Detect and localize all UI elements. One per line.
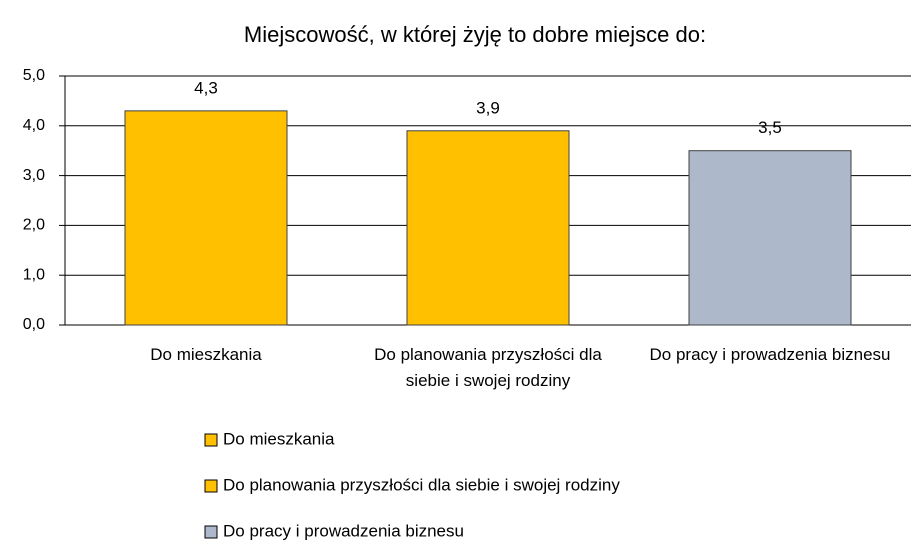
bar bbox=[406, 130, 570, 326]
y-tick-label: 4,0 bbox=[23, 117, 45, 134]
data-label: 3,5 bbox=[758, 118, 782, 137]
y-tick-label: 1,0 bbox=[23, 266, 45, 283]
y-tick-label: 0,0 bbox=[23, 316, 45, 333]
legend-swatch bbox=[204, 525, 218, 539]
bar bbox=[124, 110, 288, 326]
data-label: 3,9 bbox=[476, 98, 500, 117]
legend-label: Do planowania przyszłości dla siebie i s… bbox=[223, 475, 620, 494]
legend-swatch bbox=[204, 479, 218, 493]
x-tick-label: Do mieszkania bbox=[150, 345, 262, 364]
legend-swatch bbox=[204, 433, 218, 447]
y-tick-label: 5,0 bbox=[23, 67, 45, 84]
x-tick-label: Do planowania przyszłości dla siebie i s… bbox=[374, 345, 602, 390]
chart-title: Miejscowość, w której żyję to dobre miej… bbox=[244, 22, 706, 47]
legend-label: Do mieszkania bbox=[223, 429, 335, 448]
y-tick-label: 3,0 bbox=[23, 167, 45, 184]
x-tick-label: Do pracy i prowadzenia biznesu bbox=[649, 345, 891, 364]
data-label: 4,3 bbox=[194, 78, 218, 97]
legend-label: Do pracy i prowadzenia biznesu bbox=[223, 521, 464, 540]
y-tick-label: 2,0 bbox=[23, 217, 45, 234]
bar bbox=[688, 150, 852, 326]
